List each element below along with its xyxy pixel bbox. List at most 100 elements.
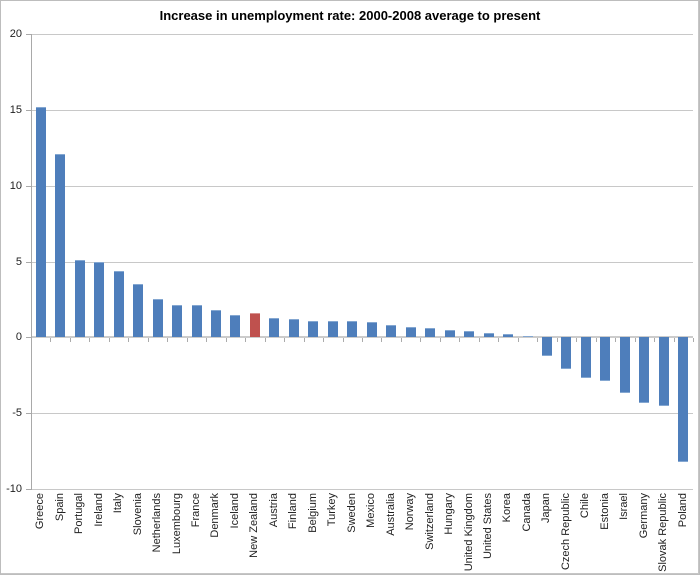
category-tick xyxy=(537,338,539,343)
category-tick xyxy=(128,338,130,343)
x-label-cell-sweden: Sweden xyxy=(343,493,362,574)
y-axis-label-0: 0 xyxy=(15,331,22,343)
bar-estonia xyxy=(600,337,611,382)
x-label-cell-new-zealand: New Zealand xyxy=(245,493,264,574)
bar-united-kingdom xyxy=(464,331,475,338)
category-tick xyxy=(459,338,461,343)
y-axis-tick-5 xyxy=(26,262,31,263)
x-label-cell-slovak-republic: Slovak Republic xyxy=(654,493,673,574)
zero-axis-line xyxy=(31,336,693,339)
chart-title: Increase in unemployment rate: 2000-2008… xyxy=(159,8,541,23)
category-tick xyxy=(634,338,636,343)
bar-israel xyxy=(619,337,630,394)
bar-italy xyxy=(113,270,124,338)
x-label-cell-slovenia: Slovenia xyxy=(128,493,147,574)
x-label-cell-canada: Canada xyxy=(518,493,537,574)
x-label-cell-norway: Norway xyxy=(401,493,420,574)
x-label-switzerland: Switzerland xyxy=(423,493,436,550)
category-tick xyxy=(50,338,52,343)
category-tick xyxy=(400,338,402,343)
category-tick xyxy=(478,338,480,343)
bar-chile xyxy=(580,337,591,379)
x-label-turkey: Turkey xyxy=(326,493,339,527)
y-axis-label-5: 5 xyxy=(15,256,22,268)
bar-greece xyxy=(35,106,46,338)
x-label-cell-portugal: Portugal xyxy=(70,493,89,574)
category-tick xyxy=(167,338,169,343)
bar-spain xyxy=(55,153,66,338)
bar-sweden xyxy=(347,320,358,338)
category-tick xyxy=(615,338,617,343)
bar-slovenia xyxy=(133,284,144,338)
x-label-cell-czech-republic: Czech Republic xyxy=(557,493,576,574)
x-label-korea: Korea xyxy=(501,493,514,523)
x-label-denmark: Denmark xyxy=(209,493,222,538)
y-axis-tick-0 xyxy=(26,337,31,338)
x-label-cell-hungary: Hungary xyxy=(440,493,459,574)
x-label-italy: Italy xyxy=(112,493,125,514)
bar-belgium xyxy=(308,320,319,338)
category-tick xyxy=(284,338,286,343)
x-label-cell-switzerland: Switzerland xyxy=(420,493,439,574)
x-label-cell-estonia: Estonia xyxy=(596,493,615,574)
y-axis-label--10: -10 xyxy=(6,483,22,495)
x-axis-labels: Greece Spain Portugal Ireland Italy Slovenia N… xyxy=(31,493,693,574)
category-tick xyxy=(556,338,558,343)
bar-hungary xyxy=(444,329,455,338)
bar-mexico xyxy=(366,322,377,338)
x-label-cell-korea: Korea xyxy=(498,493,517,574)
y-axis-label-15: 15 xyxy=(9,104,22,116)
x-label-united-kingdom: United Kingdom xyxy=(462,493,475,572)
category-tick xyxy=(673,338,675,343)
x-label-norway: Norway xyxy=(404,493,417,531)
category-tick xyxy=(362,338,363,343)
y-axis-label-20: 20 xyxy=(9,28,22,40)
x-label-estonia: Estonia xyxy=(598,493,611,530)
category-tick xyxy=(420,338,422,343)
x-label-czech-republic: Czech Republic xyxy=(559,493,572,571)
category-tick xyxy=(693,338,694,343)
bar-czech-republic xyxy=(561,337,572,370)
x-label-belgium: Belgium xyxy=(306,493,319,533)
x-label-cell-germany: Germany xyxy=(635,493,654,574)
bar-new-zealand xyxy=(249,313,260,338)
gridline-10 xyxy=(31,186,693,187)
bar-austria xyxy=(269,317,280,338)
x-label-poland: Poland xyxy=(676,493,689,528)
y-axis-line xyxy=(31,34,32,490)
category-tick xyxy=(323,338,325,343)
x-label-slovak-republic: Slovak Republic xyxy=(657,493,670,572)
x-label-canada: Canada xyxy=(520,493,533,532)
x-label-cell-mexico: Mexico xyxy=(362,493,381,574)
bar-ireland xyxy=(94,261,105,338)
bar-canada xyxy=(522,335,533,338)
x-label-cell-ireland: Ireland xyxy=(89,493,108,574)
bar-denmark xyxy=(210,310,221,338)
bar-korea xyxy=(503,334,514,338)
category-tick xyxy=(342,338,344,343)
x-label-cell-france: France xyxy=(187,493,206,574)
bar-iceland xyxy=(230,314,241,338)
x-label-japan: Japan xyxy=(540,493,553,523)
bar-turkey xyxy=(327,320,338,338)
category-tick xyxy=(89,338,91,343)
x-label-israel: Israel xyxy=(618,493,631,520)
bar-germany xyxy=(639,337,650,403)
category-tick xyxy=(654,338,656,343)
x-label-cell-united-kingdom: United Kingdom xyxy=(459,493,478,574)
bar-norway xyxy=(405,326,416,338)
bar-finland xyxy=(288,319,299,338)
y-axis-tick--5 xyxy=(26,413,31,414)
category-tick xyxy=(147,338,149,343)
x-label-cell-united-states: United States xyxy=(479,493,498,574)
y-axis-tick-10 xyxy=(26,186,31,187)
bar-poland xyxy=(678,337,689,462)
x-label-luxembourg: Luxembourg xyxy=(170,493,183,555)
x-label-cell-australia: Australia xyxy=(381,493,400,574)
gridline-20 xyxy=(31,34,693,35)
x-label-cell-finland: Finland xyxy=(284,493,303,574)
x-label-cell-turkey: Turkey xyxy=(323,493,342,574)
x-label-greece: Greece xyxy=(34,493,47,530)
x-label-australia: Australia xyxy=(384,493,397,536)
